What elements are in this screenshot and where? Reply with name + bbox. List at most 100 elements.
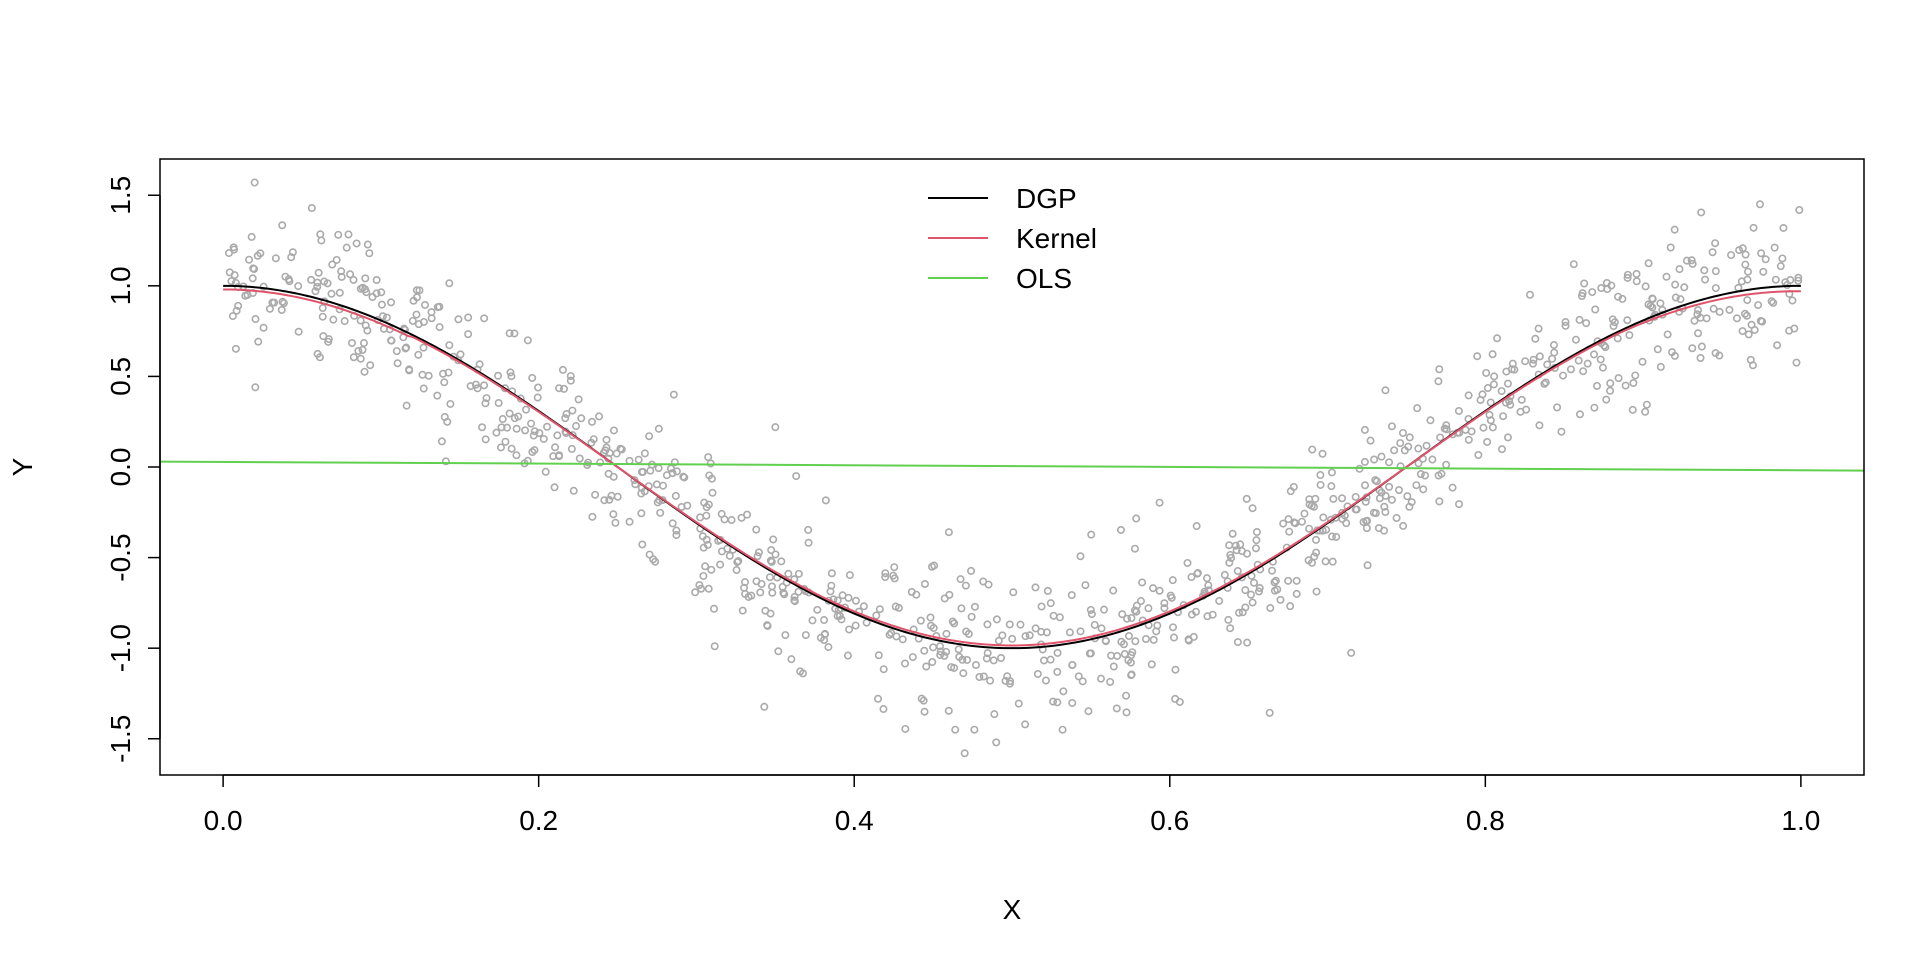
scatter-point — [1347, 648, 1356, 657]
scatter-point — [418, 370, 427, 379]
scatter-point — [318, 312, 327, 321]
scatter-point — [1404, 442, 1413, 451]
scatter-point — [1735, 246, 1744, 255]
scatter-point — [424, 371, 433, 380]
scatter-point — [944, 528, 953, 537]
scatter-point — [1352, 505, 1361, 514]
scatter-point — [845, 625, 854, 634]
scatter-point — [392, 347, 401, 356]
scatter-point — [551, 443, 560, 452]
scatter-point — [1273, 585, 1282, 594]
scatter-point — [1479, 423, 1488, 432]
scatter-point — [1503, 379, 1512, 388]
scatter-point — [1241, 603, 1250, 612]
scatter-point — [753, 552, 762, 561]
scatter-point — [1671, 293, 1680, 302]
scatter-point — [920, 646, 929, 655]
scatter-point — [227, 277, 236, 286]
scatter-point — [1770, 243, 1779, 252]
scatter-point — [1629, 379, 1638, 388]
scatter-point — [1394, 486, 1403, 495]
scatter-point — [754, 548, 763, 557]
scatter-point — [512, 451, 521, 460]
scatter-point — [698, 532, 707, 541]
scatter-point — [1318, 449, 1327, 458]
scatter-point — [763, 621, 772, 630]
scatter-point — [1271, 576, 1280, 585]
scatter-point — [1454, 406, 1463, 415]
scatter-point — [1455, 500, 1464, 509]
scatter-point — [929, 643, 938, 652]
scatter-point — [1021, 632, 1030, 641]
scatter-point — [1109, 586, 1118, 595]
scatter-point — [1169, 633, 1178, 642]
scatter-point — [1682, 256, 1691, 265]
scatter-point — [1144, 604, 1153, 613]
scatter-point — [347, 338, 356, 347]
scatter-point — [327, 289, 336, 298]
scatter-point — [572, 422, 581, 431]
scatter-point — [1488, 350, 1497, 359]
scatter-point — [1076, 627, 1085, 636]
scatter-point — [1767, 297, 1776, 306]
scatter-point — [1419, 485, 1428, 494]
scatter-point — [354, 346, 363, 355]
scatter-point — [1359, 518, 1368, 527]
scatter-point — [1596, 355, 1605, 364]
scatter-point — [1046, 655, 1055, 664]
scatter-point — [637, 509, 646, 518]
scatter-point — [503, 423, 512, 432]
scatter-point — [1483, 384, 1492, 393]
scatter-point — [1553, 403, 1562, 412]
scatter-point — [1351, 492, 1360, 501]
scatter-point — [1220, 570, 1229, 579]
scatter-point — [1074, 672, 1083, 681]
scatter-point — [1701, 275, 1710, 284]
scatter-point — [975, 672, 984, 681]
scatter-point — [1525, 290, 1534, 299]
scatter-point — [704, 500, 713, 509]
scatter-point — [569, 486, 578, 495]
scatter-point — [1758, 317, 1767, 326]
scatter-point — [879, 665, 888, 674]
scatter-point — [294, 327, 303, 336]
scatter-point — [1434, 377, 1443, 386]
scatter-point — [1249, 578, 1258, 587]
scatter-point — [1031, 624, 1040, 633]
scatter-point — [1474, 451, 1483, 460]
scatter-point — [1155, 498, 1164, 507]
scatter-point — [1292, 589, 1301, 598]
scatter-point — [1614, 374, 1623, 383]
scatter-point — [441, 457, 450, 466]
scatter-point — [506, 368, 515, 377]
y-tick-label: 1.0 — [105, 266, 136, 305]
scatter-point — [421, 300, 430, 309]
scatter-point — [1371, 476, 1380, 485]
scatter-point — [1321, 557, 1330, 566]
series-line-ols — [159, 460, 1865, 472]
scatter-point — [1486, 398, 1495, 407]
scatter-point — [1688, 259, 1697, 268]
scatter-point — [609, 426, 618, 435]
scatter-point — [1566, 365, 1575, 374]
legend: DGP Kernel OLS — [928, 183, 1097, 294]
scatter-point — [1046, 599, 1055, 608]
legend-label: DGP — [1016, 183, 1077, 214]
scatter-point — [894, 603, 903, 612]
scatter-point — [1414, 459, 1423, 468]
scatter-point — [1488, 423, 1497, 432]
scatter-point — [445, 341, 454, 350]
scatter-point — [1387, 422, 1396, 431]
scatter-point — [790, 596, 799, 605]
scatter-point — [651, 557, 660, 566]
scatter-point — [936, 647, 945, 656]
scatter-point — [827, 569, 836, 578]
x-axis-label: X — [1003, 894, 1022, 925]
scatter-point — [1381, 386, 1390, 395]
scatter-point — [917, 694, 926, 703]
scatter-point — [720, 515, 729, 524]
scatter-point — [360, 367, 369, 376]
scatter-point — [654, 464, 663, 473]
scatter-point — [733, 558, 742, 567]
scatter-point — [1668, 348, 1677, 357]
